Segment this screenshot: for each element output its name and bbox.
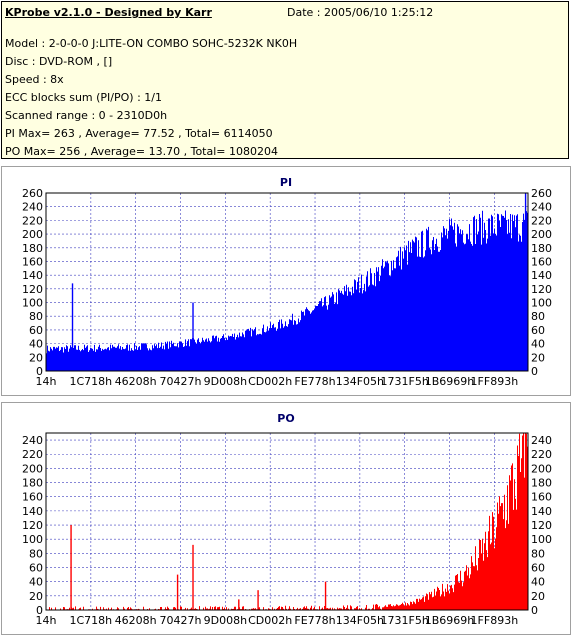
y-tick-label-left: 0 [36, 365, 43, 378]
info-panel: KProbe v2.1.0 - Designed by Karr Date : … [1, 1, 569, 159]
x-tick-label: 1FF893h [471, 614, 519, 627]
po-chart-title: PO [277, 412, 295, 425]
range-line: Scanned range : 0 - 2310D0h [5, 109, 168, 122]
y-tick-label-left: 40 [29, 338, 43, 351]
y-tick-label-left: 160 [22, 255, 43, 268]
x-tick-label: 46208h [115, 375, 157, 388]
x-tick-label: 70427h [160, 375, 202, 388]
x-tick-label: 1C718h [70, 614, 113, 627]
y-tick-label-left: 200 [22, 228, 43, 241]
po-chart-panel: PO 0 0 20 20 40 40 60 60 80 80 100 100 120 120 140 140 1… [1, 402, 571, 635]
y-tick-label-right: 200 [531, 462, 552, 475]
x-tick-label: 14h [36, 375, 57, 388]
y-tick-label-right: 100 [531, 297, 552, 310]
x-tick-label: CD002h [248, 375, 292, 388]
y-tick-label-right: 180 [531, 477, 552, 490]
plot-area [45, 432, 529, 611]
y-tick-label-right: 120 [531, 519, 552, 532]
y-tick-label-right: 20 [531, 351, 545, 364]
y-tick-label-left: 20 [29, 351, 43, 364]
plot-border [45, 192, 529, 372]
y-tick-label-right: 120 [531, 283, 552, 296]
y-tick-label-right: 220 [531, 448, 552, 461]
y-tick-label-left: 200 [22, 462, 43, 475]
y-tick-label-right: 160 [531, 255, 552, 268]
y-tick-label-left: 80 [29, 310, 43, 323]
x-tick-label: 9D008h [204, 614, 247, 627]
x-tick-label: FE778h [294, 614, 335, 627]
x-tick-label: FE778h [294, 375, 335, 388]
y-tick-label-left: 60 [29, 324, 43, 337]
x-tick-label: 70427h [160, 614, 202, 627]
y-tick-label-left: 240 [22, 201, 43, 214]
y-tick-label-right: 0 [531, 365, 538, 378]
y-tick-label-right: 40 [531, 338, 545, 351]
x-tick-label: 1FF893h [471, 375, 519, 388]
x-tick-label: 9D008h [204, 375, 247, 388]
x-tick-label: 14h [36, 614, 57, 627]
y-tick-label-right: 60 [531, 562, 545, 575]
pi-chart-panel: PI 0 0 20 20 40 40 60 60 80 80 100 100 120 120 140 140 1… [1, 166, 571, 396]
x-tick-label: 134F05h [336, 375, 384, 388]
x-tick-label: 1731F5h [381, 375, 429, 388]
y-tick-label-right: 180 [531, 242, 552, 255]
y-tick-label-right: 60 [531, 324, 545, 337]
y-tick-label-left: 100 [22, 297, 43, 310]
y-tick-label-left: 0 [36, 604, 43, 617]
y-tick-label-left: 220 [22, 214, 43, 227]
model-line: Model : 2-0-0-0 J:LITE-ON COMBO SOHC-523… [5, 37, 298, 50]
y-tick-label-left: 120 [22, 283, 43, 296]
y-tick-label-left: 240 [22, 434, 43, 447]
pi-summary-line: PI Max= 263 , Average= 77.52 , Total= 61… [5, 127, 273, 140]
x-tick-label: 1C718h [70, 375, 113, 388]
y-tick-label-left: 180 [22, 242, 43, 255]
disc-line: Disc : DVD-ROM , [] [5, 55, 113, 68]
y-tick-label-right: 80 [531, 310, 545, 323]
x-tick-label: 46208h [115, 614, 157, 627]
y-tick-label-left: 220 [22, 448, 43, 461]
x-tick-label: 1B6969h [425, 375, 475, 388]
y-tick-label-left: 40 [29, 576, 43, 589]
y-tick-label-right: 140 [531, 505, 552, 518]
y-tick-label-right: 20 [531, 590, 545, 603]
y-tick-label-right: 100 [531, 533, 552, 546]
y-tick-label-left: 60 [29, 562, 43, 575]
po-summary-line: PO Max= 256 , Average= 13.70 , Total= 10… [5, 145, 278, 158]
y-tick-label-right: 140 [531, 269, 552, 282]
y-tick-label-left: 180 [22, 477, 43, 490]
y-tick-label-left: 20 [29, 590, 43, 603]
y-tick-label-right: 200 [531, 228, 552, 241]
pi-chart-title: PI [279, 176, 293, 189]
ecc-line: ECC blocks sum (PI/PO) : 1/1 [5, 91, 162, 104]
y-tick-label-left: 260 [22, 187, 43, 200]
y-tick-label-left: 140 [22, 269, 43, 282]
scan-date: Date : 2005/06/10 1:25:12 [287, 6, 434, 19]
x-tick-label: 1731F5h [381, 614, 429, 627]
y-tick-label-right: 80 [531, 547, 545, 560]
app-title: KProbe v2.1.0 - Designed by Karr [5, 6, 212, 19]
y-tick-label-left: 100 [22, 533, 43, 546]
y-tick-label-right: 220 [531, 214, 552, 227]
y-tick-label-right: 240 [531, 201, 552, 214]
y-tick-label-left: 140 [22, 505, 43, 518]
speed-line: Speed : 8x [5, 73, 64, 86]
y-tick-label-right: 240 [531, 434, 552, 447]
y-tick-label-left: 160 [22, 491, 43, 504]
x-tick-label: 134F05h [336, 614, 384, 627]
y-tick-label-right: 0 [531, 604, 538, 617]
y-tick-label-right: 40 [531, 576, 545, 589]
y-tick-label-left: 120 [22, 519, 43, 532]
y-tick-label-right: 260 [531, 187, 552, 200]
y-tick-label-left: 80 [29, 547, 43, 560]
x-tick-label: 1B6969h [425, 614, 475, 627]
y-tick-label-right: 160 [531, 491, 552, 504]
x-tick-label: CD002h [248, 614, 292, 627]
plot-border [45, 432, 529, 611]
